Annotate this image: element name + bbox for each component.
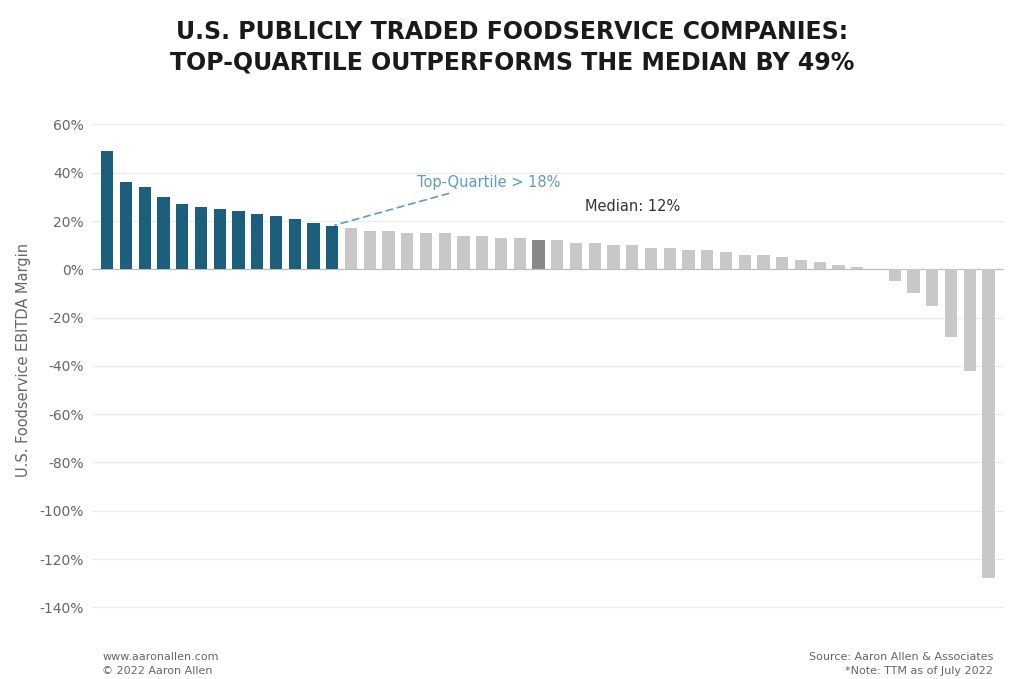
Bar <box>138 187 151 270</box>
Bar <box>964 270 976 371</box>
Bar <box>270 216 282 270</box>
Text: *Note: TTM as of July 2022: *Note: TTM as of July 2022 <box>846 665 993 676</box>
Text: www.aaronallen.com: www.aaronallen.com <box>102 652 219 662</box>
Bar <box>307 223 319 270</box>
Bar <box>851 267 863 270</box>
Bar <box>476 236 488 270</box>
Text: U.S. PUBLICLY TRADED FOODSERVICE COMPANIES:: U.S. PUBLICLY TRADED FOODSERVICE COMPANI… <box>176 20 848 44</box>
Bar <box>101 151 114 270</box>
Bar <box>776 257 788 270</box>
Text: Top-Quartile > 18%: Top-Quartile > 18% <box>335 175 560 225</box>
Bar <box>982 270 994 579</box>
Bar <box>251 214 263 270</box>
Bar <box>158 197 170 270</box>
Bar <box>814 262 825 270</box>
Bar <box>495 238 507 270</box>
Bar <box>795 259 807 270</box>
Text: © 2022 Aaron Allen: © 2022 Aaron Allen <box>102 665 213 676</box>
Bar <box>645 248 657 270</box>
Bar <box>738 255 751 270</box>
Bar <box>176 204 188 270</box>
Bar <box>570 243 582 270</box>
Bar <box>720 253 732 270</box>
Text: TOP-QUARTILE OUTPERFORMS THE MEDIAN BY 49%: TOP-QUARTILE OUTPERFORMS THE MEDIAN BY 4… <box>170 51 854 75</box>
Bar <box>589 243 601 270</box>
Bar <box>626 245 638 270</box>
Bar <box>458 236 470 270</box>
Bar <box>889 270 901 281</box>
Bar <box>214 209 225 270</box>
Bar <box>532 240 545 270</box>
Bar <box>514 238 525 270</box>
Bar <box>345 228 357 270</box>
Bar <box>420 233 432 270</box>
Bar <box>382 231 394 270</box>
Bar <box>289 219 301 270</box>
Text: Median: 12%: Median: 12% <box>586 199 681 214</box>
Bar <box>907 270 920 293</box>
Bar <box>682 250 694 270</box>
Bar <box>401 233 414 270</box>
Bar <box>364 231 376 270</box>
Text: Source: Aaron Allen & Associates: Source: Aaron Allen & Associates <box>809 652 993 662</box>
Bar <box>232 211 245 270</box>
Bar <box>326 226 338 270</box>
Bar <box>926 270 938 306</box>
Bar <box>701 250 714 270</box>
Bar <box>551 240 563 270</box>
Bar <box>607 245 620 270</box>
Bar <box>758 255 770 270</box>
Bar <box>945 270 957 337</box>
Bar <box>664 248 676 270</box>
Bar <box>833 265 845 270</box>
Bar <box>120 183 132 270</box>
Bar <box>438 233 451 270</box>
Y-axis label: U.S. Foodservice EBITDA Margin: U.S. Foodservice EBITDA Margin <box>16 243 31 477</box>
Bar <box>195 206 207 270</box>
